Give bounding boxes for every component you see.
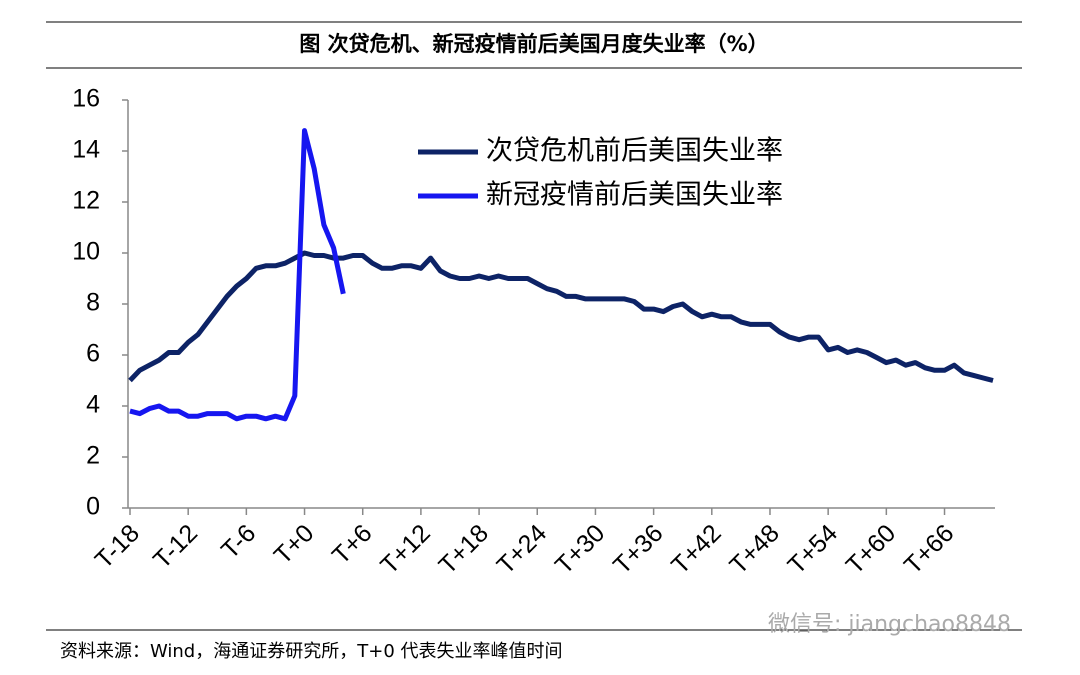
series-line — [129, 128, 346, 422]
legend-label: 次贷危机前后美国失业率 — [486, 136, 783, 167]
x-tick-label: T+66 — [899, 519, 960, 580]
y-tick-label: 10 — [72, 238, 100, 266]
y-tick-label: 8 — [86, 289, 100, 317]
chart-title: 图 次贷危机、新冠疫情前后美国月度失业率（%） — [299, 32, 768, 56]
x-tick-label: T+30 — [550, 519, 611, 580]
x-tick-label: T-12 — [148, 519, 203, 574]
series-line — [128, 250, 994, 383]
y-tick-label: 4 — [86, 391, 100, 419]
y-tick-label: 16 — [72, 85, 100, 113]
y-tick-label: 12 — [72, 187, 100, 215]
y-tick-label: 6 — [86, 340, 100, 368]
x-tick-label: T+36 — [608, 519, 669, 580]
x-tick-label: T+6 — [327, 519, 378, 570]
x-tick-label: T+18 — [433, 519, 494, 580]
y-tick-label: 2 — [86, 442, 100, 470]
watermark: 微信号: jiangchao8848 — [768, 612, 1011, 637]
x-tick-label: T-18 — [90, 519, 145, 574]
x-tick-label: T+0 — [269, 519, 320, 570]
x-tick-label: T+60 — [841, 519, 902, 580]
x-tick-label: T+42 — [666, 519, 727, 580]
x-tick-label: T-6 — [216, 519, 261, 564]
x-tick-label: T+48 — [724, 519, 785, 580]
x-tick-label: T+54 — [782, 519, 843, 580]
x-tick-label: T+12 — [375, 519, 436, 580]
y-tick-label: 0 — [86, 493, 100, 521]
x-tick-label: T+24 — [492, 519, 553, 580]
source-note: 资料来源：Wind，海通证券研究所，T+0 代表失业率峰值时间 — [60, 641, 563, 662]
legend-label: 新冠疫情前后美国失业率 — [486, 180, 783, 211]
y-tick-label: 14 — [72, 136, 100, 164]
